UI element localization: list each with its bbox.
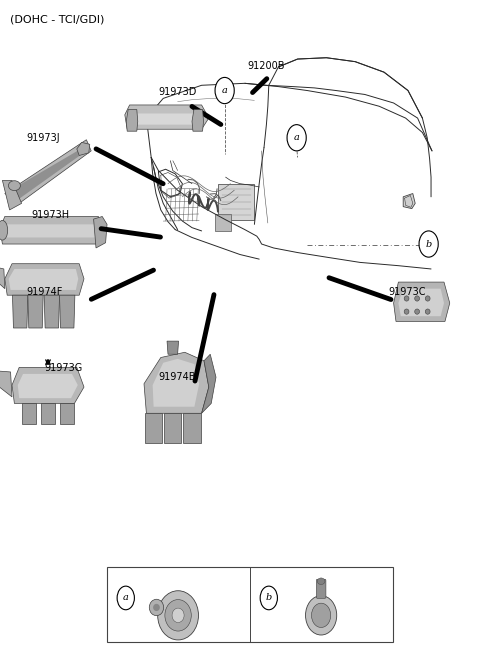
- Polygon shape: [183, 413, 201, 443]
- Polygon shape: [12, 295, 28, 328]
- Text: 91973G: 91973G: [44, 363, 83, 373]
- Text: (DOHC - TCI/GDI): (DOHC - TCI/GDI): [10, 14, 104, 24]
- Polygon shape: [192, 110, 204, 131]
- Polygon shape: [60, 295, 75, 328]
- Text: 91200B: 91200B: [247, 61, 285, 71]
- Polygon shape: [22, 403, 36, 424]
- Bar: [107, 567, 393, 642]
- Text: 91983B: 91983B: [139, 593, 177, 603]
- Ellipse shape: [172, 608, 184, 623]
- Polygon shape: [18, 374, 78, 398]
- Ellipse shape: [312, 604, 331, 627]
- Ellipse shape: [425, 309, 430, 314]
- Ellipse shape: [404, 296, 409, 301]
- Polygon shape: [41, 403, 55, 424]
- Text: 1730AA: 1730AA: [282, 593, 320, 603]
- Polygon shape: [2, 180, 22, 210]
- Polygon shape: [128, 113, 204, 125]
- Polygon shape: [60, 403, 74, 424]
- FancyBboxPatch shape: [316, 579, 326, 598]
- Circle shape: [260, 586, 277, 610]
- Text: a: a: [222, 86, 228, 95]
- Polygon shape: [202, 354, 216, 413]
- Circle shape: [287, 125, 306, 151]
- Polygon shape: [0, 266, 5, 289]
- Polygon shape: [5, 140, 91, 203]
- FancyBboxPatch shape: [218, 184, 254, 220]
- Text: 91973H: 91973H: [31, 210, 69, 220]
- Polygon shape: [144, 352, 209, 413]
- Text: 91973J: 91973J: [26, 133, 60, 143]
- Polygon shape: [126, 110, 138, 131]
- Polygon shape: [44, 295, 60, 328]
- Text: 91974F: 91974F: [26, 287, 63, 297]
- Text: a: a: [294, 133, 300, 142]
- FancyBboxPatch shape: [215, 214, 231, 231]
- Ellipse shape: [415, 296, 420, 301]
- Polygon shape: [77, 142, 90, 155]
- Polygon shape: [0, 216, 103, 244]
- Text: b: b: [425, 239, 432, 249]
- Polygon shape: [28, 295, 43, 328]
- Circle shape: [215, 77, 234, 104]
- Ellipse shape: [0, 220, 8, 240]
- Text: 91973D: 91973D: [158, 87, 197, 97]
- Polygon shape: [164, 413, 181, 443]
- Polygon shape: [153, 359, 199, 407]
- Ellipse shape: [157, 590, 199, 640]
- Polygon shape: [394, 282, 450, 321]
- Polygon shape: [9, 269, 78, 290]
- Polygon shape: [125, 105, 209, 129]
- Ellipse shape: [8, 180, 20, 191]
- Circle shape: [419, 231, 438, 257]
- Polygon shape: [398, 289, 444, 316]
- Text: b: b: [265, 594, 272, 602]
- Ellipse shape: [165, 600, 191, 631]
- Ellipse shape: [425, 296, 430, 301]
- Circle shape: [117, 586, 134, 610]
- Polygon shape: [5, 146, 86, 199]
- Polygon shape: [12, 367, 84, 403]
- Ellipse shape: [305, 596, 337, 635]
- Ellipse shape: [153, 604, 160, 611]
- Text: a: a: [123, 594, 129, 602]
- Ellipse shape: [415, 309, 420, 314]
- Polygon shape: [145, 413, 162, 443]
- Polygon shape: [3, 224, 99, 237]
- Polygon shape: [167, 341, 179, 354]
- Ellipse shape: [317, 578, 325, 584]
- Text: 91973C: 91973C: [389, 287, 426, 297]
- Ellipse shape: [149, 600, 164, 615]
- Polygon shape: [5, 264, 84, 295]
- Polygon shape: [0, 371, 12, 397]
- Text: 91974B: 91974B: [158, 372, 196, 382]
- Polygon shape: [94, 216, 107, 248]
- Polygon shape: [403, 194, 415, 209]
- Ellipse shape: [404, 309, 409, 314]
